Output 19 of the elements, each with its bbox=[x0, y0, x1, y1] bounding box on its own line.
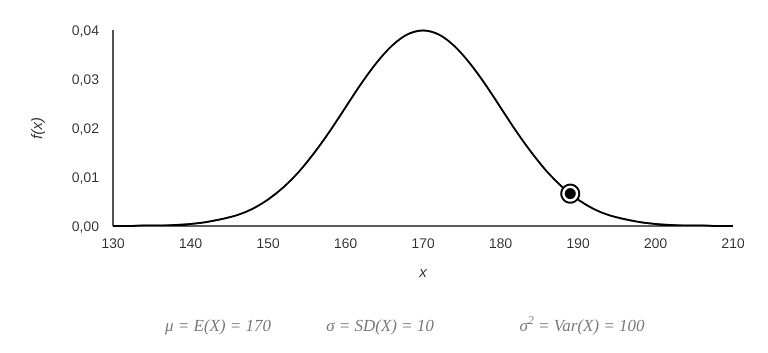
x-tick-label: 200 bbox=[644, 235, 668, 251]
x-tick-label: 210 bbox=[721, 235, 745, 251]
text: μ = E(X) = 170 bbox=[164, 316, 272, 335]
x-tick-label: 160 bbox=[334, 235, 358, 251]
y-tick-label: 0,02 bbox=[72, 120, 100, 136]
y-tick-label: 0,03 bbox=[72, 71, 100, 87]
y-tick-label: 0,00 bbox=[72, 218, 100, 234]
x-tick-label: 170 bbox=[411, 235, 435, 251]
y-tick-label: 0,04 bbox=[72, 22, 100, 38]
x-tick-label: 130 bbox=[101, 235, 125, 251]
y-axis-title: f(x) bbox=[29, 117, 46, 139]
y-tick-label: 0,01 bbox=[72, 169, 100, 185]
x-tick-label: 190 bbox=[566, 235, 590, 251]
x-axis-title: x bbox=[418, 264, 428, 281]
x-tick-label: 140 bbox=[178, 235, 202, 251]
x-tick-label: 180 bbox=[488, 235, 512, 251]
text: σ$^{2}$ = Var(X) = 100 bbox=[519, 313, 646, 335]
x-tick-label: 150 bbox=[256, 235, 280, 251]
text: σ = SD(X) = 10 bbox=[326, 316, 434, 335]
